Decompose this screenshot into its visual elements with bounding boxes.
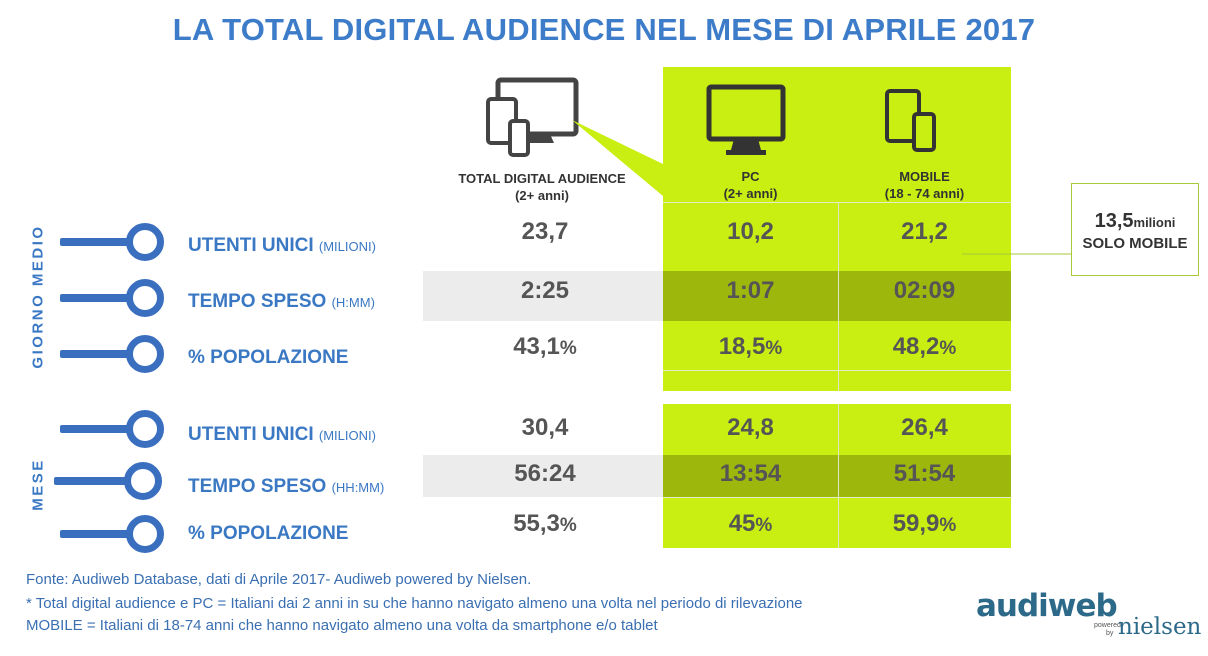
cell-value-pct: 45% — [663, 510, 838, 538]
marker-ring — [126, 335, 164, 373]
row-label-unit: (MILIONI) — [318, 428, 376, 443]
row-label-utenti-giorno: UTENTI UNICI (MILIONI) — [188, 235, 376, 257]
tablet-smartphone-icon — [885, 89, 936, 152]
callout-value: 13,5milioni — [1072, 210, 1198, 233]
row-band-tempo-giorno-green — [663, 271, 1011, 321]
cell-value: 51:54 — [893, 460, 956, 487]
row-label-text: UTENTI UNICI — [188, 235, 314, 256]
row-label-text: UTENTI UNICI — [188, 424, 314, 445]
pct-suffix: % — [765, 338, 783, 359]
grid-line — [663, 202, 1011, 203]
row-band-tempo-mese — [423, 455, 663, 497]
cell-value-pct: 55,3% — [440, 510, 650, 538]
audiweb-nielsen-logo: audiweb powered by nielsen — [976, 588, 1202, 650]
column-header-pc: PC (2+ anni) — [663, 168, 838, 202]
callout-label: SOLO MOBILE — [1082, 235, 1188, 252]
row-label-unit: (MILIONI) — [318, 239, 376, 254]
section-label-giorno-medio: GIORNO MEDIO — [29, 224, 47, 369]
cell-value: 26,4 — [901, 414, 948, 441]
section-label-mese: MESE — [29, 458, 47, 511]
cell-value: 23,7 — [521, 218, 569, 245]
marker-bar — [60, 238, 140, 246]
cell-number: 59,9 — [892, 510, 940, 537]
marker-ring — [126, 223, 164, 261]
column-header-total: TOTAL DIGITAL AUDIENCE (2+ anni) — [437, 170, 647, 204]
pct-suffix: % — [939, 515, 957, 536]
row-label-text: TEMPO SPESO — [188, 476, 327, 497]
grid-line — [838, 202, 839, 391]
footer-source: Fonte: Audiweb Database, dati di Aprile … — [26, 571, 532, 588]
desktop-monitor-icon — [706, 84, 786, 155]
logo-partner: nielsen — [1118, 614, 1202, 640]
row-label-popolazione-mese: % POPOLAZIONE — [188, 523, 348, 545]
logo-by: by — [1106, 630, 1114, 637]
callout-pointer — [572, 120, 663, 196]
marker-bar — [60, 425, 140, 433]
cell-value-pct: 59,9% — [838, 510, 1011, 538]
callout-connector — [962, 253, 1072, 255]
footer-note-1: * Total digital audience e PC = Italiani… — [26, 595, 803, 612]
row-label-text: TEMPO SPESO — [188, 291, 327, 312]
cell-value-pct: 48,2% — [838, 333, 1011, 361]
row-label-unit: (H:MM) — [331, 295, 375, 310]
marker-bar — [60, 350, 140, 358]
cell-value: 02:09 — [893, 277, 956, 304]
callout-unit: milioni — [1133, 215, 1176, 230]
cell-number: 43,1 — [513, 333, 560, 360]
column-header-label: PC — [741, 169, 760, 184]
column-header-sub: (18 - 74 anni) — [884, 186, 965, 201]
column-header-mobile: MOBILE (18 - 74 anni) — [838, 168, 1011, 202]
cell-value: 13:54 — [719, 460, 782, 487]
cell-value: 10,2 — [727, 218, 774, 245]
row-label-utenti-mese: UTENTI UNICI (MILIONI) — [188, 424, 376, 446]
devices-icon — [486, 77, 579, 157]
cell-value: 30,4 — [521, 414, 569, 441]
row-label-text: % POPOLAZIONE — [188, 523, 349, 544]
cell-value-pct: 43,1% — [440, 333, 650, 361]
pct-suffix: % — [559, 338, 577, 359]
logo-powered: powered — [1094, 622, 1121, 629]
column-header-label: TOTAL DIGITAL AUDIENCE — [458, 171, 626, 186]
logo-brand: audiweb — [976, 588, 1118, 624]
cell-value: 56:24 — [514, 460, 576, 487]
column-header-sub: (2+ anni) — [723, 186, 778, 201]
marker-ring — [124, 462, 162, 500]
row-label-unit: (HH:MM) — [331, 480, 385, 495]
cell-value-pct: 18,5% — [663, 333, 838, 361]
cell-value: 24,8 — [727, 414, 774, 441]
row-label-tempo-mese: TEMPO SPESO (HH:MM) — [188, 476, 384, 498]
cell-number: 18,5 — [718, 333, 766, 360]
cell-value: 1:07 — [726, 277, 775, 304]
row-band-tempo-giorno — [423, 271, 663, 321]
pct-suffix: % — [559, 515, 577, 536]
row-label-tempo-giorno: TEMPO SPESO (H:MM) — [188, 291, 375, 313]
callout-number: 13,5 — [1094, 210, 1134, 232]
pct-suffix: % — [939, 338, 957, 359]
marker-ring — [126, 515, 164, 553]
cell-value: 21,2 — [901, 218, 948, 245]
row-label-text: % POPOLAZIONE — [188, 347, 349, 368]
marker-ring — [126, 410, 164, 448]
marker-bar — [60, 530, 140, 538]
cell-number: 45 — [728, 510, 756, 537]
row-label-popolazione-giorno: % POPOLAZIONE — [188, 347, 348, 369]
green-panel-giorno-medio — [663, 67, 1011, 391]
grid-line — [663, 370, 1011, 371]
cell-number: 48,2 — [892, 333, 940, 360]
marker-bar — [60, 294, 140, 302]
marker-ring — [126, 279, 164, 317]
pct-suffix: % — [755, 515, 773, 536]
grid-line — [838, 404, 839, 548]
cell-value: 2:25 — [520, 277, 570, 304]
page-title: LA TOTAL DIGITAL AUDIENCE NEL MESE DI AP… — [172, 12, 1036, 47]
solo-mobile-callout: 13,5milioni SOLO MOBILE — [1071, 183, 1199, 276]
footer-note-2: MOBILE = Italiani di 18-74 anni che hann… — [26, 617, 658, 634]
marker-bar — [54, 477, 134, 485]
grid-line — [663, 497, 1011, 498]
cell-number: 55,3 — [513, 510, 560, 537]
column-header-sub: (2+ anni) — [515, 188, 569, 203]
row-band-tempo-mese-green — [663, 455, 1011, 497]
column-header-label: MOBILE — [899, 169, 950, 184]
